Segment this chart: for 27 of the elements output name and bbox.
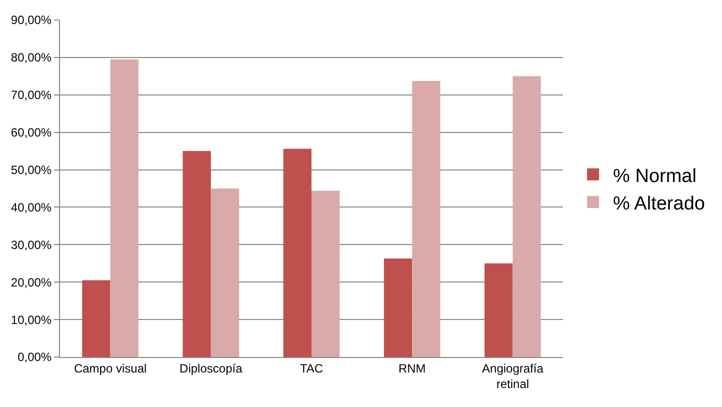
bar [384,258,412,357]
y-tick-label: 90,00% [10,13,52,28]
y-tick-label: 0,00% [18,350,52,364]
bar [82,280,110,357]
bar [182,151,211,357]
y-tick-label: 40,00% [10,200,52,214]
x-tick-label: Diploscopía [180,361,243,376]
bar [484,263,513,357]
bar [110,59,138,357]
y-tick-label: 30,00% [10,238,52,252]
y-tick-label: 80,00% [10,50,52,65]
y-tick-label: 70,00% [10,88,52,102]
bar [210,188,240,357]
x-tick-label: Angiografía retinal [482,361,544,391]
y-tick-label: 50,00% [10,162,52,177]
bar [283,148,312,357]
legend-label: % Alterado [613,193,705,214]
x-tick-label: Campo visual [74,361,147,376]
bar [412,81,440,357]
x-tick-label: TAC [300,361,324,376]
x-tick-label: RNM [398,361,426,376]
bar [512,76,541,357]
y-tick-label: 20,00% [10,275,52,290]
bar [312,190,340,357]
y-tick-label: 60,00% [10,126,52,140]
y-tick-label: 10,00% [10,312,52,327]
legend-label: % Normal [613,166,696,187]
